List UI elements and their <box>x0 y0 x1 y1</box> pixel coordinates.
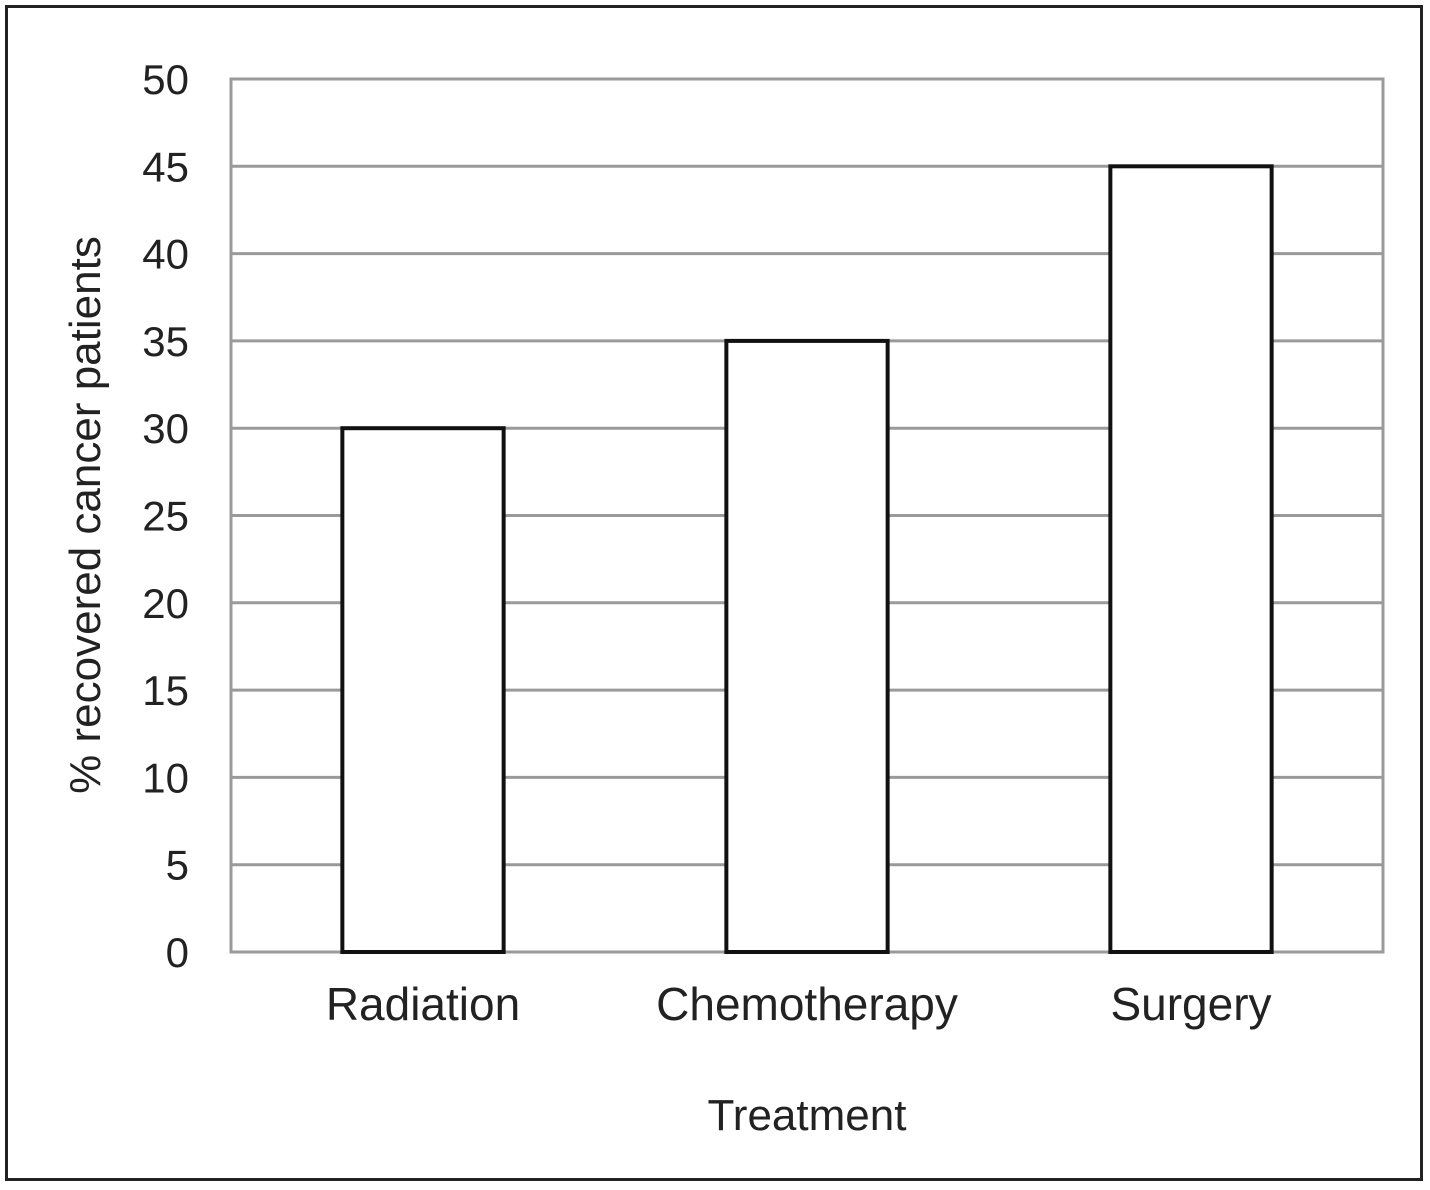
y-axis-tick-labels: 0 5 10 15 20 25 30 35 40 45 50 <box>142 56 189 976</box>
y-tick-label: 0 <box>166 929 189 976</box>
bar-radiation <box>340 426 506 954</box>
x-category-label: Surgery <box>1110 978 1271 1030</box>
x-category-label: Chemotherapy <box>656 978 958 1030</box>
x-axis-category-labels: Radiation Chemotherapy Surgery <box>326 978 1272 1030</box>
y-tick-label: 45 <box>142 143 189 190</box>
bars <box>340 164 1274 955</box>
bar-surgery <box>1108 164 1274 955</box>
y-tick-label: 50 <box>142 56 189 103</box>
x-category-label: Radiation <box>326 978 520 1030</box>
y-axis-title: % recovered cancer patients <box>61 236 110 794</box>
y-tick-label: 20 <box>142 580 189 627</box>
y-tick-label: 10 <box>142 754 189 801</box>
y-tick-label: 35 <box>142 318 189 365</box>
y-tick-label: 5 <box>166 842 189 889</box>
y-tick-label: 25 <box>142 493 189 540</box>
y-tick-label: 30 <box>142 405 189 452</box>
y-tick-label: 40 <box>142 231 189 278</box>
x-axis-title: Treatment <box>708 1091 907 1140</box>
bar-chemotherapy <box>724 338 890 954</box>
y-tick-label: 15 <box>142 667 189 714</box>
